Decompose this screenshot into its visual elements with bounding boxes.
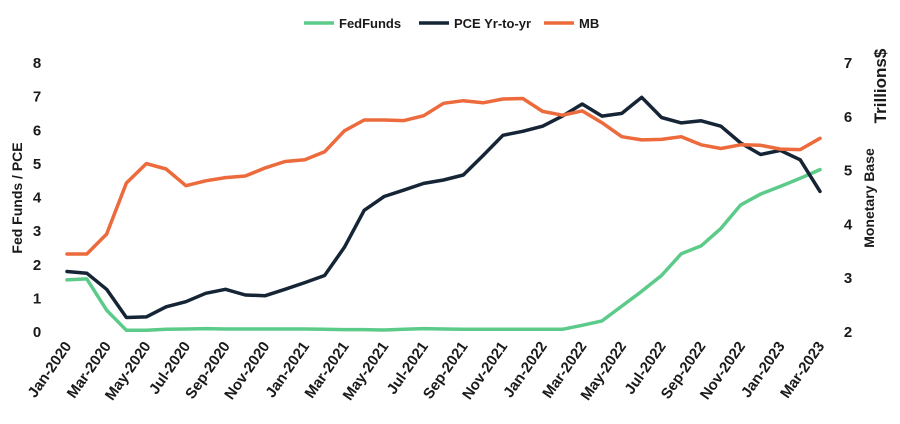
y-tick-label: 8 [33,55,41,72]
series-line-fedfunds [65,167,822,333]
y-axis-title: Fed Funds / PCE [9,142,25,253]
y-tick-label: 3 [33,223,41,240]
y-tick-label: 1 [33,290,41,307]
y2-tick-label: 4 [844,216,853,233]
y2-axis-title: Monetary Base [861,148,877,248]
y2-unit-label: Trillions$ [871,48,890,123]
y-tick-label: 0 [33,324,41,341]
y-tick-label: 6 [33,122,41,139]
series-line-mb [65,96,822,256]
y2-tick-label: 6 [844,109,852,126]
legend-label: FedFunds [339,16,401,31]
series-line-pce-yr-to-yr [65,95,822,320]
y2-tick-label: 3 [844,270,852,287]
y2-tick-label: 5 [844,163,852,180]
y-tick-label: 7 [33,89,41,106]
y-tick-label: 5 [33,156,41,173]
y2-tick-label: 2 [844,324,852,341]
legend-label: MB [579,16,599,31]
y-tick-label: 2 [33,257,41,274]
y-tick-label: 4 [33,190,42,207]
y2-tick-label: 7 [844,55,852,72]
legend-label: PCE Yr-to-yr [454,16,531,31]
